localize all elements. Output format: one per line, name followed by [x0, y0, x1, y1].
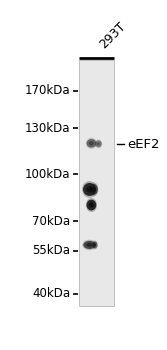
- Ellipse shape: [86, 186, 93, 193]
- Ellipse shape: [95, 140, 102, 147]
- Ellipse shape: [83, 183, 96, 196]
- Bar: [79, 60, 114, 306]
- Text: 130kDa: 130kDa: [25, 122, 70, 135]
- Text: 293T: 293T: [97, 20, 128, 51]
- Ellipse shape: [82, 181, 97, 198]
- Ellipse shape: [86, 243, 93, 247]
- Ellipse shape: [86, 138, 97, 149]
- Ellipse shape: [82, 240, 97, 250]
- Text: 70kDa: 70kDa: [32, 215, 70, 228]
- Ellipse shape: [86, 198, 97, 212]
- Ellipse shape: [87, 199, 96, 210]
- Ellipse shape: [94, 243, 96, 247]
- Ellipse shape: [90, 184, 98, 195]
- Text: 170kDa: 170kDa: [24, 84, 70, 97]
- Ellipse shape: [83, 241, 96, 249]
- Text: 40kDa: 40kDa: [32, 287, 70, 301]
- Ellipse shape: [97, 142, 100, 146]
- Ellipse shape: [92, 241, 98, 248]
- Ellipse shape: [89, 141, 94, 146]
- Text: 100kDa: 100kDa: [25, 168, 70, 181]
- Ellipse shape: [89, 202, 94, 208]
- Ellipse shape: [95, 139, 102, 148]
- Ellipse shape: [92, 187, 96, 192]
- Ellipse shape: [87, 139, 96, 148]
- Text: 55kDa: 55kDa: [32, 244, 70, 257]
- Ellipse shape: [92, 240, 98, 250]
- Ellipse shape: [90, 182, 99, 196]
- Text: eEF2: eEF2: [127, 138, 159, 151]
